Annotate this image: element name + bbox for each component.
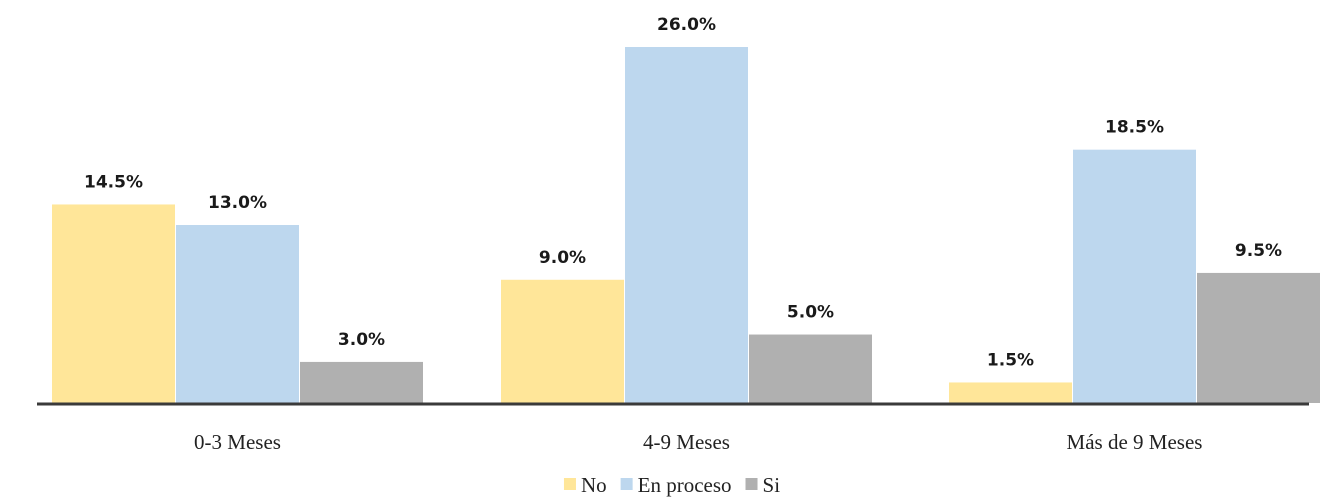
bars-group (52, 47, 1320, 403)
legend-label-si: Si (763, 473, 781, 497)
legend-item-si: Si (745, 473, 781, 497)
legend-swatch-si (745, 478, 758, 490)
bar-en-proceso-4-9-meses (625, 47, 748, 403)
legend-label-en-proceso: En proceso (638, 473, 732, 497)
category-labels-group: 0-3 Meses 4-9 Meses Más de 9 Meses (194, 430, 1202, 454)
category-label-0-3-meses: 0-3 Meses (194, 430, 281, 454)
bar-si-0-3-meses (300, 361, 423, 403)
bar-no-mas-de-9-meses (949, 382, 1072, 403)
legend-label-no: No (581, 473, 607, 497)
data-label-en-proceso-mas-de-9-meses: 18.5% (1105, 118, 1164, 138)
value-labels-group: 14.5% 13.0% 3.0% 9.0% 26.0% 5.0% 1.5% 18.5% 9.5% (84, 15, 1282, 370)
data-label-en-proceso-0-3-meses: 13.0% (208, 193, 267, 213)
bar-en-proceso-0-3-meses (176, 225, 299, 403)
data-label-en-proceso-4-9-meses: 26.0% (657, 15, 716, 35)
legend-swatch-en-proceso (620, 478, 633, 490)
bar-no-0-3-meses (52, 204, 175, 403)
data-label-no-4-9-meses: 9.0% (539, 248, 586, 268)
category-label-mas-de-9-meses: Más de 9 Meses (1067, 430, 1203, 454)
legend: No En proceso Si (563, 473, 781, 497)
legend-item-en-proceso: En proceso (620, 473, 732, 497)
data-label-si-mas-de-9-meses: 9.5% (1235, 241, 1282, 261)
legend-item-no: No (563, 473, 607, 497)
bar-si-4-9-meses (749, 334, 872, 403)
data-label-si-0-3-meses: 3.0% (338, 330, 385, 350)
legend-swatch-no (563, 478, 576, 490)
category-label-4-9-meses: 4-9 Meses (643, 430, 730, 454)
data-label-si-4-9-meses: 5.0% (787, 303, 834, 323)
data-label-no-mas-de-9-meses: 1.5% (987, 350, 1034, 370)
bar-en-proceso-mas-de-9-meses (1073, 149, 1196, 403)
data-label-no-0-3-meses: 14.5% (84, 172, 143, 192)
bar-si-mas-de-9-meses (1197, 272, 1320, 403)
bar-no-4-9-meses (501, 279, 624, 403)
